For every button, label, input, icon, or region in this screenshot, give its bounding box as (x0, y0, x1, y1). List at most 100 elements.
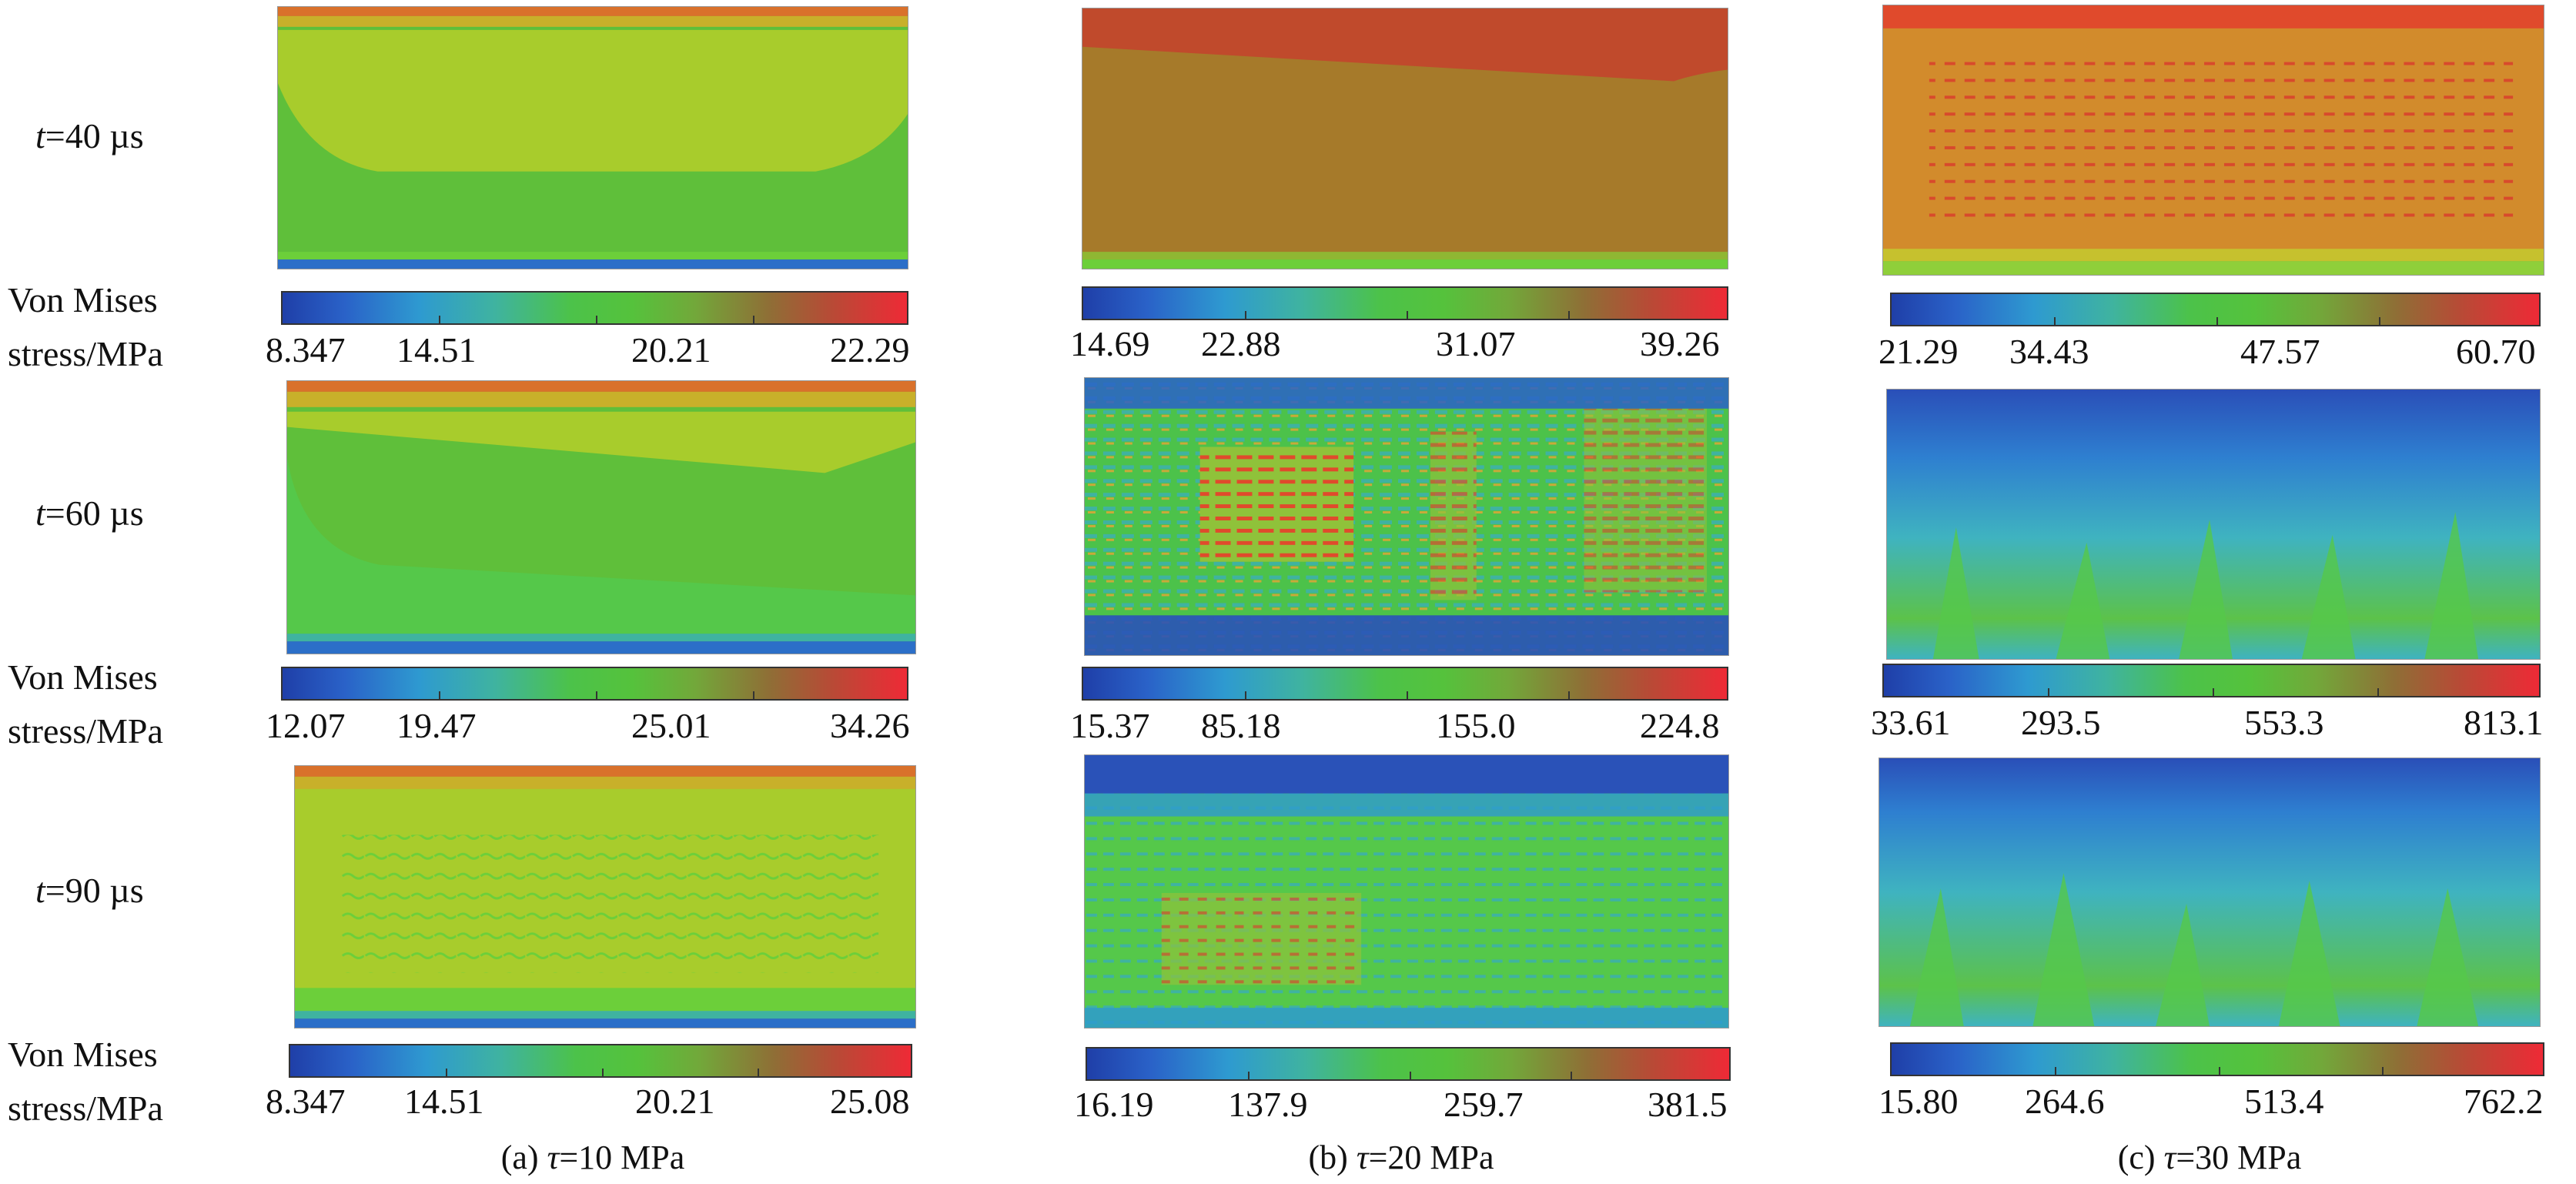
colorbar-title-line1: Von Mises (8, 657, 158, 697)
colorbar-tick-label: 20.21 (635, 1082, 715, 1121)
time-symbol: t (35, 116, 45, 156)
colorbar-title-line2: stress/MPa (8, 334, 163, 373)
row-label-t40: t=40 µs (35, 115, 144, 156)
colorbar-tick-label: 21.29 (1878, 332, 1959, 371)
colorbar-tick-label: 19.47 (396, 706, 477, 745)
colorbar-title-line1: Von Mises (8, 280, 158, 319)
colorbar-title-line2: stress/MPa (8, 711, 163, 751)
colorbar-title-line2: stress/MPa (8, 1089, 163, 1128)
colorbar-tick-label: 513.4 (2244, 1082, 2324, 1121)
stress-field-c-t90 (1878, 758, 2541, 1027)
caption-prefix: (b) (1308, 1139, 1357, 1176)
colorbar-tick-label: 137.9 (1228, 1085, 1308, 1124)
stress-field-a-t40 (277, 6, 908, 269)
colorbar-title-line1: Von Mises (8, 1035, 158, 1074)
caption-symbol: τ (547, 1139, 560, 1176)
colorbar-tick-label: 8.347 (266, 330, 346, 370)
colorbar-tick-label: 14.69 (1070, 324, 1150, 363)
colorbar-tick-mark (2213, 688, 2214, 697)
caption-a: (a) τ=10 MPa (431, 1138, 754, 1177)
colorbar-tick-label: 293.5 (2021, 703, 2101, 742)
colorbar-b-t60 (1082, 667, 1728, 701)
colorbar-tick-mark (753, 691, 754, 701)
colorbar-tick-label: 20.21 (631, 330, 711, 370)
colorbar-tick-mark (2216, 317, 2218, 326)
time-value: =60 µs (45, 493, 144, 533)
colorbar-b-t90 (1086, 1047, 1731, 1081)
colorbar-tick-label: 34.43 (2009, 332, 2089, 371)
colorbar-tick-mark (2377, 688, 2379, 697)
colorbar-title-row1: Von Mises stress/MPa (8, 273, 163, 381)
colorbar-tick-mark (1410, 1072, 1411, 1081)
caption-b: (b) τ=20 MPa (1239, 1138, 1563, 1177)
colorbar-tick-mark (1571, 1072, 1572, 1081)
colorbar-tick-mark (2054, 317, 2056, 326)
colorbar-tick-mark (753, 316, 754, 325)
colorbar-tick-label: 22.29 (830, 330, 910, 370)
colorbar-tick-label: 25.08 (830, 1082, 910, 1121)
caption-prefix: (a) (500, 1139, 547, 1176)
colorbar-tick-mark (1407, 691, 1408, 701)
colorbar-tick-mark (1245, 311, 1246, 320)
colorbar-tick-mark (1248, 1072, 1250, 1081)
colorbar-tick-mark (1568, 311, 1570, 320)
stress-field-b-t40 (1082, 8, 1728, 269)
colorbar-tick-label: 8.347 (266, 1082, 346, 1121)
colorbar-tick-label: 39.26 (1640, 324, 1720, 363)
stress-field-c-t40 (1882, 5, 2544, 276)
colorbar-tick-label: 553.3 (2244, 703, 2324, 742)
colorbar-a-t60 (281, 667, 908, 701)
colorbar-tick-label: 264.6 (2025, 1082, 2105, 1121)
time-value: =40 µs (45, 116, 144, 156)
colorbar-tick-label: 15.80 (1878, 1082, 1959, 1121)
row-label-t60: t=60 µs (35, 493, 144, 533)
caption-symbol: τ (1356, 1139, 1369, 1176)
colorbar-tick-label: 15.37 (1070, 706, 1150, 745)
colorbar-title-row3: Von Mises stress/MPa (8, 1028, 163, 1136)
colorbar-tick-mark (758, 1069, 759, 1078)
time-symbol: t (35, 493, 45, 533)
colorbar-tick-label: 14.51 (404, 1082, 484, 1121)
caption-c: (c) τ=30 MPa (2048, 1138, 2371, 1177)
time-value: =90 µs (45, 871, 144, 910)
colorbar-tick-label: 155.0 (1436, 706, 1516, 745)
colorbar-a-t90 (289, 1044, 912, 1078)
caption-prefix: (c) (2117, 1139, 2164, 1176)
colorbar-tick-mark (596, 691, 597, 701)
colorbar-tick-label: 47.57 (2240, 332, 2320, 371)
caption-symbol: τ (2163, 1139, 2176, 1176)
colorbar-title-row2: Von Mises stress/MPa (8, 651, 163, 758)
colorbar-tick-label: 762.2 (2464, 1082, 2544, 1121)
colorbar-tick-mark (2055, 1067, 2056, 1076)
colorbar-tick-label: 22.88 (1201, 324, 1281, 363)
colorbar-c-t60 (1882, 664, 2541, 697)
colorbar-tick-label: 259.7 (1444, 1085, 1524, 1124)
time-symbol: t (35, 871, 45, 910)
stress-field-a-t60 (286, 380, 916, 654)
colorbar-tick-label: 25.01 (631, 706, 711, 745)
colorbar-tick-label: 12.07 (266, 706, 346, 745)
colorbar-tick-label: 381.5 (1648, 1085, 1728, 1124)
stress-field-b-t60 (1084, 377, 1729, 656)
colorbar-a-t40 (281, 291, 908, 325)
colorbar-tick-mark (2379, 317, 2380, 326)
colorbar-tick-mark (439, 316, 440, 325)
colorbar-c-t90 (1890, 1042, 2544, 1076)
colorbar-tick-label: 31.07 (1436, 324, 1516, 363)
colorbar-tick-mark (602, 1069, 604, 1078)
stress-field-c-t60 (1886, 389, 2541, 660)
colorbar-tick-mark (1407, 311, 1408, 320)
colorbar-tick-label: 224.8 (1640, 706, 1720, 745)
colorbar-tick-label: 60.70 (2456, 332, 2536, 371)
colorbar-tick-label: 14.51 (396, 330, 477, 370)
caption-value: =30 MPa (2176, 1139, 2302, 1176)
colorbar-b-t40 (1082, 286, 1728, 320)
colorbar-tick-mark (2382, 1067, 2384, 1076)
caption-value: =20 MPa (1368, 1139, 1494, 1176)
colorbar-tick-mark (1245, 691, 1246, 701)
row-label-t90: t=90 µs (35, 870, 144, 911)
colorbar-c-t40 (1890, 293, 2541, 326)
colorbar-tick-label: 85.18 (1201, 706, 1281, 745)
caption-value: =10 MPa (559, 1139, 685, 1176)
colorbar-tick-label: 34.26 (830, 706, 910, 745)
